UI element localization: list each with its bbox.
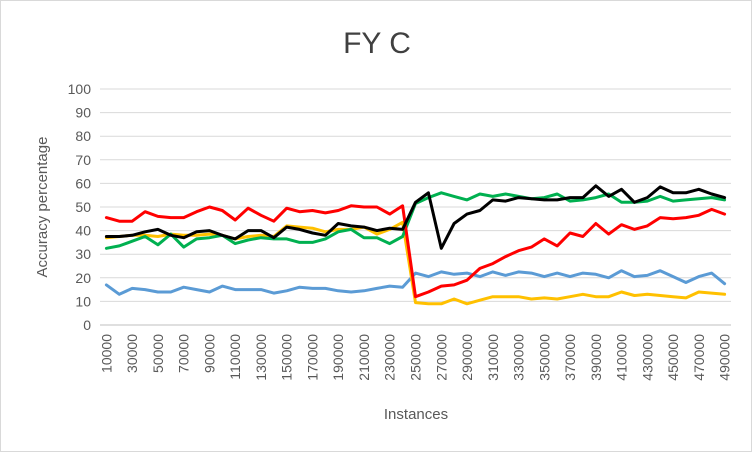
y-tick-label: 60 bbox=[75, 175, 91, 191]
y-axis-title: Accuracy percentage bbox=[34, 137, 51, 278]
x-tick-label: 170000 bbox=[304, 334, 320, 381]
series-line-2 bbox=[104, 220, 727, 306]
y-tick-label: 10 bbox=[75, 293, 91, 309]
x-tick-label: 330000 bbox=[511, 334, 527, 381]
x-tick-label: 210000 bbox=[356, 334, 372, 381]
x-tick-label: 310000 bbox=[485, 334, 501, 381]
series-line-1 bbox=[104, 269, 727, 296]
y-tick-label: 70 bbox=[75, 152, 91, 168]
x-tick-label: 70000 bbox=[176, 334, 192, 373]
x-tick-label: 50000 bbox=[150, 334, 166, 373]
x-tick-label: 30000 bbox=[124, 334, 140, 373]
y-tick-label: 0 bbox=[83, 317, 91, 333]
x-tick-label: 290000 bbox=[459, 334, 475, 381]
x-tick-label: 130000 bbox=[253, 334, 269, 381]
x-tick-label: 150000 bbox=[279, 334, 295, 381]
y-tick-label: 50 bbox=[75, 199, 91, 215]
y-tick-label: 100 bbox=[68, 81, 92, 97]
x-tick-label: 10000 bbox=[98, 334, 114, 373]
x-tick-label: 450000 bbox=[665, 334, 681, 381]
x-tick-label: 390000 bbox=[588, 334, 604, 381]
series-line-5 bbox=[104, 184, 727, 250]
x-tick-label: 190000 bbox=[330, 334, 346, 381]
x-tick-label: 370000 bbox=[562, 334, 578, 381]
y-tick-label: 20 bbox=[75, 270, 91, 286]
y-tick-label: 30 bbox=[75, 246, 91, 262]
x-tick-label: 270000 bbox=[433, 334, 449, 381]
y-tick-label: 80 bbox=[75, 128, 91, 144]
y-tick-label: 40 bbox=[75, 223, 91, 239]
x-tick-label: 490000 bbox=[717, 334, 733, 381]
x-axis-ticks: 10000 30000 50000 70000 90000 110000 130000 150… bbox=[98, 334, 732, 381]
x-tick-label: 90000 bbox=[201, 334, 217, 373]
series-line-4 bbox=[104, 204, 727, 299]
series-lines bbox=[104, 184, 727, 306]
x-tick-label: 430000 bbox=[639, 334, 655, 381]
y-tick-label: 90 bbox=[75, 105, 91, 121]
x-axis-title: Instances bbox=[384, 406, 448, 423]
x-tick-label: 250000 bbox=[408, 334, 424, 381]
x-tick-label: 470000 bbox=[691, 334, 707, 381]
x-tick-label: 110000 bbox=[227, 334, 243, 380]
x-tick-label: 410000 bbox=[614, 334, 630, 381]
x-tick-label: 350000 bbox=[536, 334, 552, 381]
chart-title: FY C bbox=[343, 27, 411, 60]
y-axis-ticks: 0 10 20 30 40 50 60 70 80 90 100 bbox=[68, 81, 92, 333]
x-tick-label: 230000 bbox=[382, 334, 398, 381]
